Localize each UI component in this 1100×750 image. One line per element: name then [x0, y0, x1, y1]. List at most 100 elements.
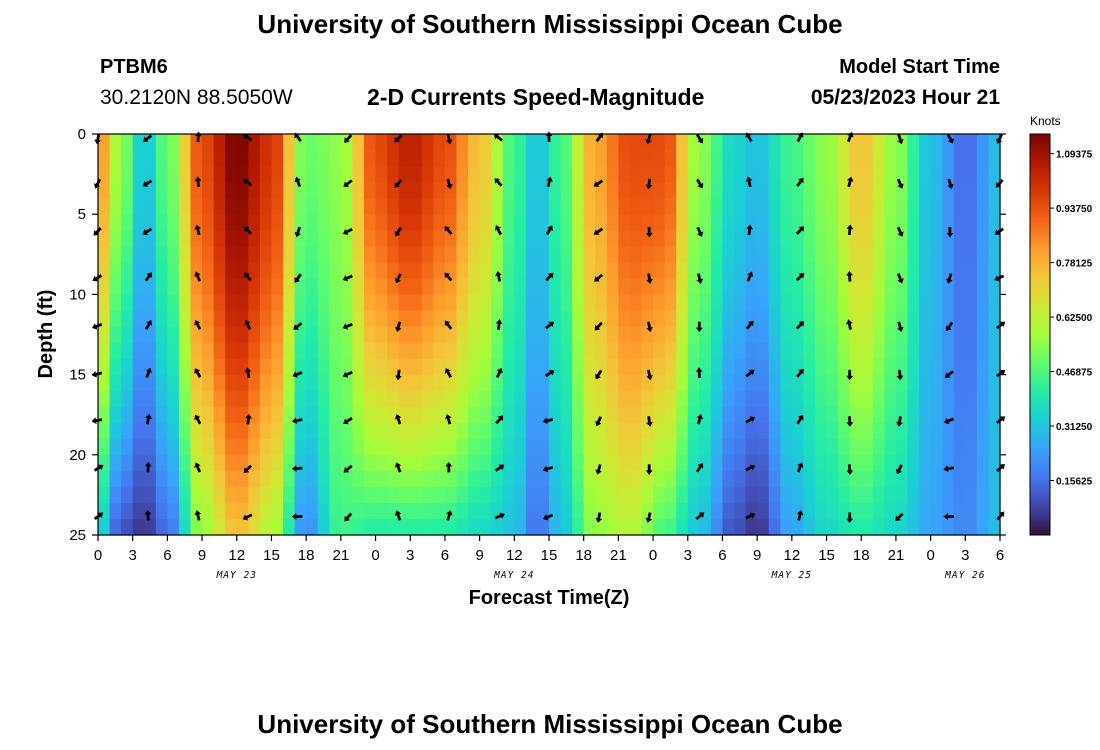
heatmap-cell: [768, 486, 781, 504]
heatmap-cell: [144, 406, 157, 424]
heatmap-cell: [803, 374, 816, 392]
heatmap-cell: [722, 134, 735, 151]
heatmap-cell: [641, 454, 654, 472]
heatmap-cell: [653, 342, 666, 360]
heatmap-cell: [259, 134, 273, 151]
current-arrow: [645, 133, 652, 145]
heatmap-cell: [722, 182, 735, 199]
heatmap-cell: [167, 166, 180, 183]
heatmap-cell: [583, 166, 596, 183]
heatmap-cell: [572, 198, 585, 215]
heatmap-cell: [814, 518, 828, 536]
heatmap-cell: [479, 470, 492, 488]
heatmap-cell: [942, 342, 955, 360]
heatmap-cell: [699, 134, 712, 151]
heatmap-cell: [317, 518, 330, 536]
heatmap-cell: [861, 470, 874, 488]
heatmap-cell: [572, 262, 585, 279]
heatmap-cell: [884, 454, 897, 472]
heatmap-cell: [734, 470, 747, 488]
heatmap-cell: [595, 198, 608, 215]
heatmap-cell: [734, 134, 747, 151]
heatmap-cell: [699, 150, 712, 167]
heatmap-cell: [757, 214, 770, 231]
heatmap-cell: [838, 358, 851, 376]
current-arrow: [745, 512, 756, 520]
heatmap-cell: [317, 390, 330, 408]
heatmap-cell: [953, 310, 966, 328]
heatmap-cell: [826, 230, 839, 247]
heatmap-cell: [976, 214, 990, 231]
heatmap-cell: [317, 422, 330, 440]
x-tick-label: 21: [610, 547, 627, 564]
heatmap-cell: [872, 182, 885, 199]
heatmap-cell: [560, 150, 573, 167]
heatmap-cell: [248, 134, 261, 151]
heatmap-cell: [780, 326, 793, 344]
heatmap-cell: [699, 502, 712, 520]
heatmap-cell: [132, 326, 145, 344]
heatmap-cell: [444, 326, 458, 344]
heatmap-cell: [676, 422, 689, 440]
heatmap-cell: [872, 470, 885, 488]
heatmap-cell: [907, 150, 920, 167]
heatmap-cell: [525, 262, 539, 279]
heatmap-cell: [606, 438, 619, 456]
heatmap-cell: [132, 294, 145, 312]
current-arrow: [294, 176, 302, 188]
heatmap-cell: [375, 198, 388, 215]
heatmap-cell: [271, 230, 284, 247]
heatmap-cell: [919, 214, 932, 231]
heatmap-cell: [225, 374, 238, 392]
current-arrow: [495, 367, 503, 379]
heatmap-cell: [387, 374, 400, 392]
heatmap-cell: [387, 214, 400, 231]
heatmap-cell: [942, 438, 955, 456]
heatmap-cell: [225, 134, 238, 151]
heatmap-cell: [653, 470, 666, 488]
heatmap-cell: [352, 502, 365, 520]
heatmap-cell: [479, 214, 492, 231]
heatmap-cell: [653, 406, 666, 424]
heatmap-cell: [768, 278, 781, 295]
colorbar-tick-label: 0.62500: [1056, 313, 1093, 324]
heatmap-cell: [768, 438, 781, 456]
heatmap-cell: [121, 134, 134, 151]
heatmap-cell: [525, 198, 539, 215]
heatmap-cell: [317, 486, 330, 504]
current-arrow: [645, 512, 653, 523]
heatmap-cell: [907, 470, 920, 488]
heatmap-cell: [213, 470, 226, 488]
heatmap-cell: [757, 454, 770, 472]
heatmap-cell: [549, 470, 562, 488]
heatmap-cell: [606, 198, 619, 215]
heatmap-cell: [352, 422, 365, 440]
heatmap-cell: [352, 262, 365, 279]
x-tick-label: 15: [541, 547, 558, 564]
heatmap-cell: [456, 294, 469, 312]
heatmap-cell: [988, 214, 1001, 231]
heatmap-cell: [375, 134, 388, 151]
heatmap-cell: [433, 470, 446, 488]
heatmap-cell: [884, 502, 897, 520]
heatmap-cell: [248, 438, 261, 456]
current-arrow: [344, 134, 353, 143]
current-arrow: [745, 176, 753, 188]
heatmap-cell: [259, 342, 273, 360]
heatmap-cell: [849, 342, 862, 360]
heatmap-cell: [202, 166, 215, 183]
heatmap-cell: [606, 310, 619, 328]
heatmap-cell: [271, 246, 284, 263]
heatmap-cell: [248, 454, 261, 472]
colorbar-tick-label: 0.31250: [1056, 422, 1093, 433]
heatmap-cell: [838, 294, 851, 312]
heatmap-cell: [317, 278, 330, 295]
heatmap-cell: [676, 262, 689, 279]
heatmap-cell: [363, 342, 377, 360]
heatmap-cell: [248, 262, 261, 279]
heatmap-cell: [502, 262, 515, 279]
heatmap-cell: [664, 294, 677, 312]
heatmap-cell: [202, 134, 215, 151]
current-arrow: [595, 416, 603, 427]
colorbar-tick-label: 1.09375: [1056, 150, 1093, 161]
